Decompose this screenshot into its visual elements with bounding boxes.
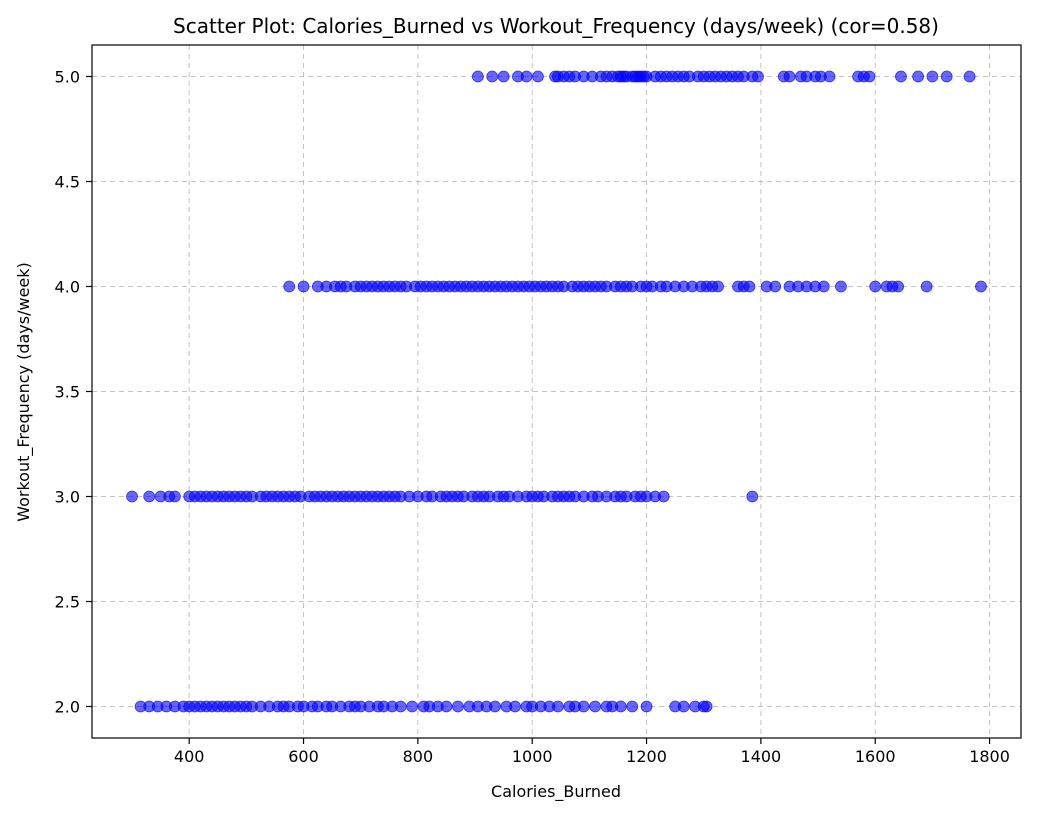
data-point: [486, 70, 499, 83]
data-point: [614, 700, 627, 713]
data-point: [509, 700, 521, 713]
x-axis-label: Calories_Burned: [491, 782, 621, 802]
data-point: [640, 700, 653, 713]
points-layer: [126, 70, 987, 713]
y-tick-label: 5.0: [55, 68, 80, 87]
data-point: [769, 280, 782, 293]
data-point: [143, 490, 156, 503]
data-point: [869, 280, 882, 293]
y-tick-label: 4.5: [55, 173, 80, 192]
x-tick-label: 1200: [626, 747, 667, 766]
data-point: [752, 70, 764, 83]
y-tick-label: 3.0: [55, 488, 80, 507]
data-point: [520, 70, 533, 83]
x-tick-label: 1600: [855, 747, 896, 766]
y-tick-label: 4.0: [55, 278, 80, 297]
data-point: [963, 70, 976, 83]
data-point: [700, 700, 713, 713]
data-point: [168, 490, 181, 503]
data-point: [552, 700, 564, 713]
y-tick-label: 3.5: [55, 383, 80, 402]
y-tick-label: 2.0: [55, 698, 80, 717]
chart-title: Scatter Plot: Calories_Burned vs Workout…: [173, 14, 939, 38]
data-point: [489, 700, 501, 713]
data-point: [817, 280, 830, 293]
x-tick-label: 800: [403, 747, 434, 766]
data-point: [940, 70, 953, 83]
data-point: [471, 70, 484, 83]
data-point: [743, 280, 756, 293]
y-tick-label: 2.5: [55, 593, 80, 612]
data-point: [892, 280, 904, 293]
data-point: [589, 700, 601, 713]
data-point: [626, 700, 639, 713]
data-point: [440, 700, 453, 713]
data-point: [926, 70, 939, 83]
data-point: [394, 700, 407, 713]
x-tick-label: 1800: [969, 747, 1010, 766]
data-point: [920, 280, 933, 293]
data-point: [451, 700, 464, 713]
data-point: [297, 280, 310, 293]
x-tick-label: 1000: [512, 747, 553, 766]
data-point: [532, 70, 544, 83]
data-point: [406, 700, 419, 713]
data-point: [783, 70, 796, 83]
grid-layer: [92, 45, 1021, 738]
data-point: [283, 280, 296, 293]
data-point: [677, 700, 690, 713]
data-point: [912, 70, 924, 83]
data-point: [823, 70, 836, 83]
x-tick-label: 1400: [741, 747, 782, 766]
data-point: [863, 70, 876, 83]
y-axis-label: Workout_Frequency (days/week): [14, 262, 34, 522]
data-point: [657, 490, 670, 503]
data-point: [577, 700, 590, 713]
data-point: [895, 70, 907, 83]
data-point: [712, 280, 724, 293]
data-point: [835, 280, 847, 293]
data-point: [497, 70, 510, 83]
data-point: [975, 280, 987, 293]
ticks-layer: 400 600 800 1000 1200 1400 1600 1800 2.0 2.5 3.0 3.…: [55, 68, 1010, 767]
data-point: [126, 490, 138, 503]
x-tick-label: 600: [288, 747, 319, 766]
data-point: [746, 490, 759, 503]
x-tick-label: 400: [174, 747, 205, 766]
